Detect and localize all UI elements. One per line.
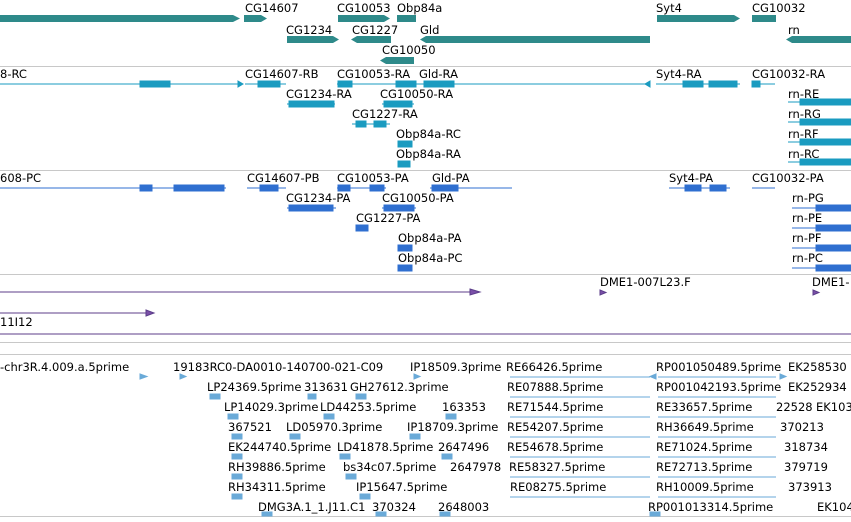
protein-label[interactable]: Obp84a-PC <box>398 251 463 265</box>
protein-label[interactable]: CG10032-PA <box>752 171 824 185</box>
est-label[interactable]: 2647978 <box>450 460 502 474</box>
est-label[interactable]: 367521 <box>228 420 272 434</box>
gene-label[interactable]: Gld <box>420 23 440 37</box>
est-label[interactable]: 318734 <box>784 440 828 454</box>
est-label[interactable]: DMG3A.1_1.J11.C1 <box>258 500 366 514</box>
protein-label[interactable]: rn-PF <box>792 231 822 245</box>
gene-label[interactable]: CG1234 <box>286 23 333 37</box>
est-label[interactable]: LD44253.5prime <box>320 400 417 414</box>
est-label[interactable]: RE54678.5prime <box>507 440 604 454</box>
est-label[interactable]: EK258530 <box>788 360 847 374</box>
protein-label[interactable]: rn-PE <box>792 211 823 225</box>
est-label[interactable]: 373913 <box>788 480 832 494</box>
est-label[interactable]: RH34311.5prime <box>228 480 326 494</box>
est-label[interactable]: RP001013314.5prime <box>648 500 774 514</box>
protein-label[interactable]: 608-PC <box>0 171 42 185</box>
est-label[interactable]: EK104 <box>817 500 851 514</box>
track-separator <box>0 170 851 171</box>
gene-label[interactable]: Obp84a <box>397 1 443 15</box>
track-separator <box>0 354 851 355</box>
transcript-label[interactable]: CG1234-RA <box>286 87 352 101</box>
est-label[interactable]: RH10009.5prime <box>656 480 754 494</box>
est-label[interactable]: 2647496 <box>438 440 490 454</box>
protein-label[interactable]: CG1234-PA <box>286 191 351 205</box>
transcript-label[interactable]: rn-RE <box>788 87 820 101</box>
est-label[interactable]: RE07888.5prime <box>507 380 604 394</box>
transcript-label[interactable]: CG1227-RA <box>352 107 418 121</box>
protein-label[interactable]: rn-PC <box>792 251 823 265</box>
est-label[interactable]: 19183RC0-DA0010-140700-021-C09 <box>173 360 384 374</box>
est-label[interactable]: 22528 <box>776 400 813 414</box>
transcript-label[interactable]: Obp84a-RA <box>396 147 461 161</box>
gene-label[interactable]: Syt4 <box>656 1 682 15</box>
protein-label[interactable]: Gld-PA <box>432 171 470 185</box>
protein-label[interactable]: Obp84a-PA <box>398 231 462 245</box>
est-label[interactable]: LD41878.5prime <box>337 440 434 454</box>
est-label[interactable]: GH27612.3prime <box>350 380 449 394</box>
est-label[interactable]: bs34c07.5prime <box>343 460 437 474</box>
est-label[interactable]: RE33657.5prime <box>656 400 753 414</box>
transcript-label[interactable]: Obp84a-RC <box>396 127 461 141</box>
track-separator <box>0 516 851 517</box>
est-label[interactable]: -chr3R.4.009.a.5prime <box>0 360 130 374</box>
transcript-label[interactable]: rn-RF <box>788 127 819 141</box>
clone-label[interactable]: DME1- <box>812 275 850 289</box>
gene-label[interactable]: CG1227 <box>352 23 399 37</box>
est-label[interactable]: RE54207.5prime <box>507 420 604 434</box>
est-label[interactable]: 379719 <box>784 460 828 474</box>
transcript-label[interactable]: rn-RG <box>788 107 821 121</box>
gene-label[interactable]: CG10032 <box>752 1 806 15</box>
track-separator <box>0 274 851 275</box>
est-label[interactable]: EK244740.5prime <box>228 440 332 454</box>
transcript-label[interactable]: 8-RC <box>0 67 27 81</box>
gene-label[interactable]: CG10050 <box>382 43 436 57</box>
est-label[interactable]: RH39886.5prime <box>228 460 326 474</box>
transcript-label[interactable]: Gld-RA <box>419 67 458 81</box>
est-label[interactable]: 2648003 <box>438 500 490 514</box>
est-label[interactable]: IP18709.3prime <box>407 420 499 434</box>
est-label[interactable]: IP15647.5prime <box>356 480 448 494</box>
transcript-label[interactable]: CG14607-RB <box>245 67 319 81</box>
track-separator <box>0 66 851 67</box>
est-label[interactable]: LP24369.5prime <box>207 380 302 394</box>
transcript-label[interactable]: rn-RC <box>788 147 820 161</box>
est-label[interactable]: RE66426.5prime <box>506 360 603 374</box>
est-label[interactable]: RP001042193.5prime <box>656 380 782 394</box>
protein-label[interactable]: CG1227-PA <box>356 211 421 225</box>
est-label[interactable]: RE08275.5prime <box>510 480 607 494</box>
transcript-label[interactable]: Syt4-RA <box>656 67 702 81</box>
est-label[interactable]: 163353 <box>442 400 486 414</box>
est-label[interactable]: 313631 <box>304 380 348 394</box>
est-label[interactable]: RE58327.5prime <box>509 460 606 474</box>
transcript-label[interactable]: CG10053-RA <box>337 67 411 81</box>
est-label[interactable]: 370324 <box>372 500 416 514</box>
clone-label[interactable]: DME1-007L23.F <box>600 275 691 289</box>
est-label[interactable]: EK103 <box>816 400 851 414</box>
clone-label[interactable]: 11I12 <box>0 315 33 329</box>
protein-label[interactable]: CG10050-PA <box>382 191 454 205</box>
est-label[interactable]: IP18509.3prime <box>410 360 502 374</box>
gene-label[interactable]: CG10053 <box>337 1 391 15</box>
est-label[interactable]: RE71024.5prime <box>656 440 753 454</box>
est-label[interactable]: RE71544.5prime <box>507 400 604 414</box>
protein-label[interactable]: Syt4-PA <box>669 171 714 185</box>
est-label[interactable]: RP001050489.5prime <box>656 360 782 374</box>
est-label[interactable]: EK252934 <box>788 380 847 394</box>
protein-label[interactable]: CG10053-PA <box>337 171 409 185</box>
protein-label[interactable]: CG14607-PB <box>247 171 320 185</box>
est-label[interactable]: LD05970.3prime <box>286 420 383 434</box>
est-label[interactable]: RH36649.5prime <box>656 420 754 434</box>
gene-label[interactable]: rn <box>788 23 800 37</box>
gene-label[interactable]: CG14607 <box>245 1 299 15</box>
transcript-label[interactable]: CG10050-RA <box>380 87 454 101</box>
transcript-label[interactable]: CG10032-RA <box>752 67 826 81</box>
est-label[interactable]: 370213 <box>780 420 824 434</box>
est-label[interactable]: RE72713.5prime <box>656 460 753 474</box>
est-label[interactable]: LP14029.3prime <box>224 400 319 414</box>
track-separator <box>0 342 851 343</box>
protein-label[interactable]: rn-PG <box>792 191 824 205</box>
